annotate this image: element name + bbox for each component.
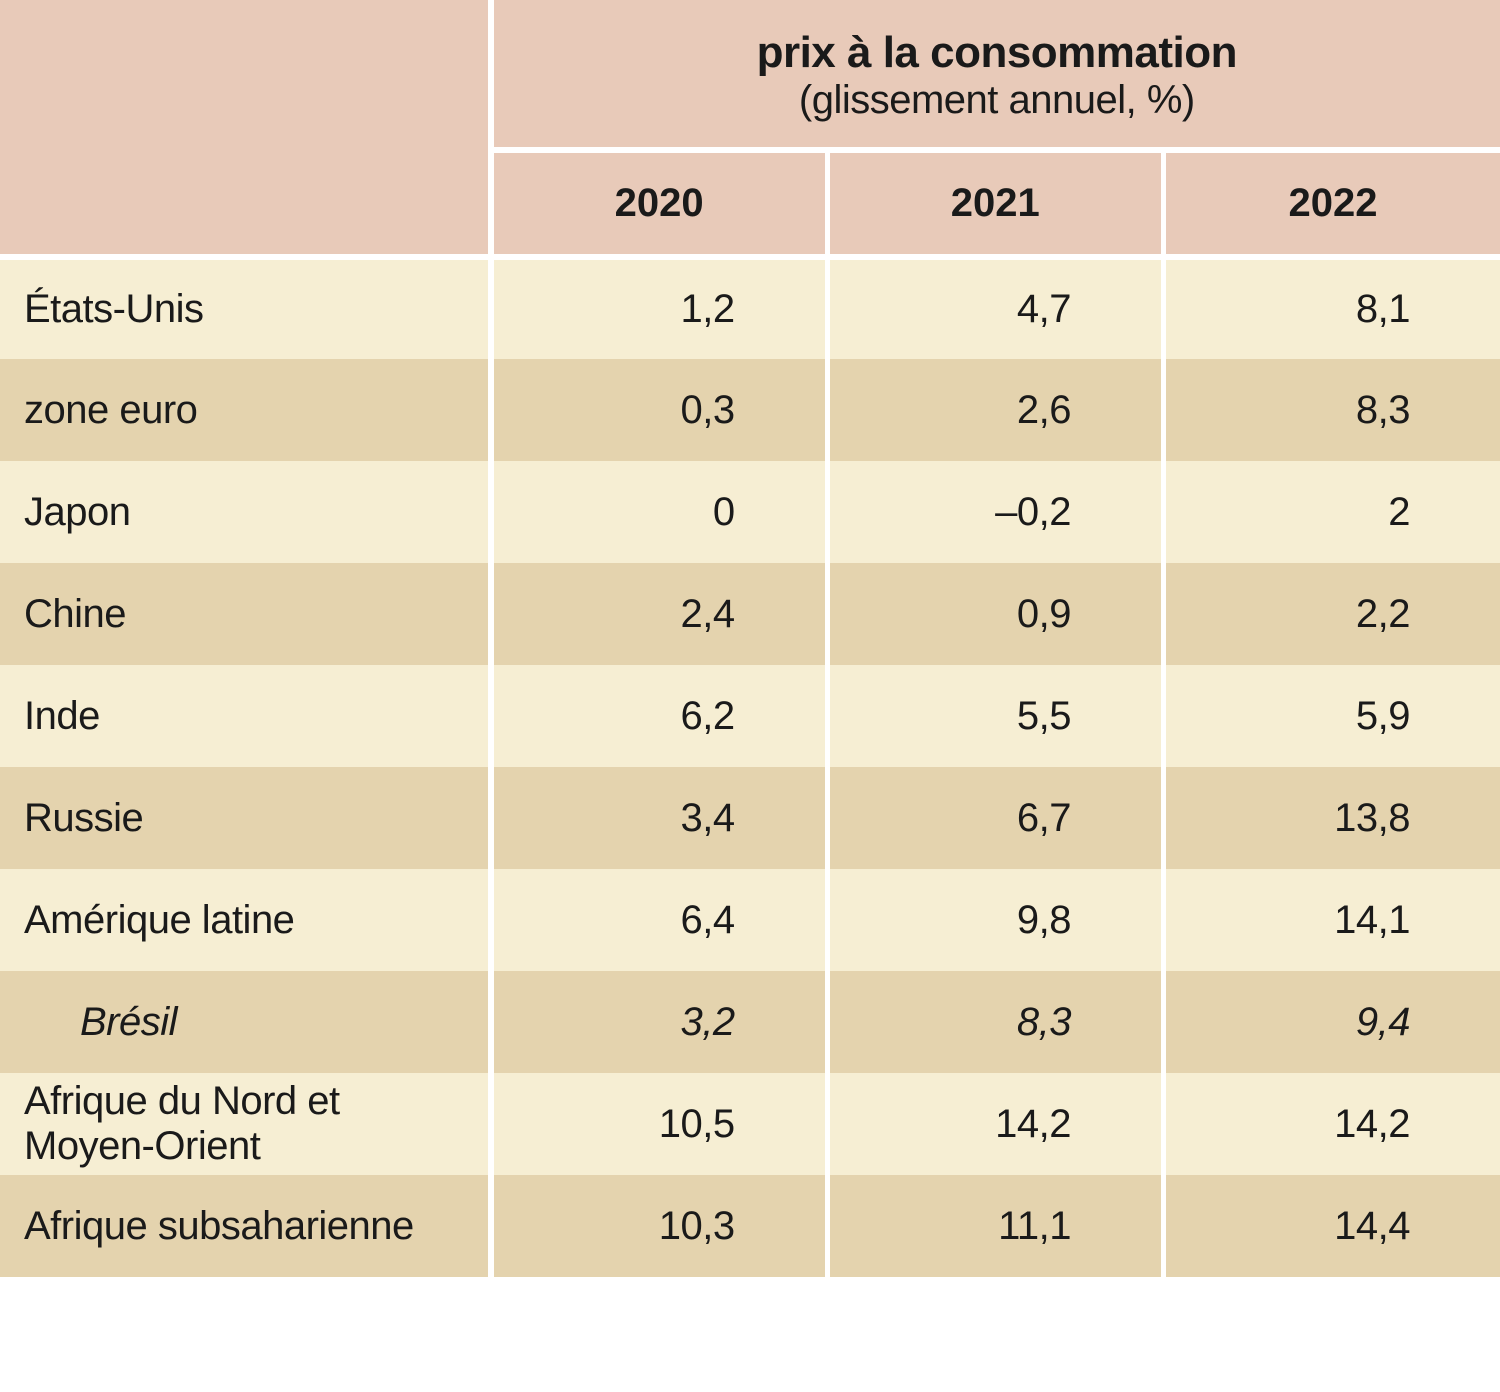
table-title-line1: prix à la consommation — [504, 28, 1490, 78]
row-value: 8,1 — [1164, 257, 1500, 359]
row-label: Inde — [0, 665, 491, 767]
row-value: 3,2 — [491, 971, 827, 1073]
table-title-line2: (glissement annuel, %) — [504, 78, 1490, 123]
row-label: Afrique subsaharienne — [0, 1175, 491, 1277]
row-label: Japon — [0, 461, 491, 563]
row-value: 9,4 — [1164, 971, 1500, 1073]
table-title: prix à la consommation (glissement annue… — [491, 0, 1500, 150]
row-value: 11,1 — [827, 1175, 1163, 1277]
table-row: Afrique subsaharienne 10,3 11,1 14,4 — [0, 1175, 1500, 1277]
row-label: États-Unis — [0, 257, 491, 359]
row-value: –0,2 — [827, 461, 1163, 563]
row-label: Brésil — [0, 971, 491, 1073]
consumer-price-table: prix à la consommation (glissement annue… — [0, 0, 1500, 1277]
row-label: Afrique du Nord et Moyen-Orient — [0, 1073, 491, 1175]
table-row: zone euro 0,3 2,6 8,3 — [0, 359, 1500, 461]
row-value: 8,3 — [1164, 359, 1500, 461]
row-value: 1,2 — [491, 257, 827, 359]
row-label: Chine — [0, 563, 491, 665]
row-value: 2,4 — [491, 563, 827, 665]
table-row: Russie 3,4 6,7 13,8 — [0, 767, 1500, 869]
row-value: 8,3 — [827, 971, 1163, 1073]
col-header-2021: 2021 — [827, 150, 1163, 257]
row-label: zone euro — [0, 359, 491, 461]
row-value: 14,4 — [1164, 1175, 1500, 1277]
row-label: Russie — [0, 767, 491, 869]
row-value: 5,5 — [827, 665, 1163, 767]
row-value: 2,6 — [827, 359, 1163, 461]
row-value: 13,8 — [1164, 767, 1500, 869]
row-value: 3,4 — [491, 767, 827, 869]
table-row: Brésil 3,2 8,3 9,4 — [0, 971, 1500, 1073]
col-header-2020: 2020 — [491, 150, 827, 257]
row-value: 0 — [491, 461, 827, 563]
row-value: 6,7 — [827, 767, 1163, 869]
table-row: Chine 2,4 0,9 2,2 — [0, 563, 1500, 665]
header-corner — [0, 0, 491, 150]
row-value: 4,7 — [827, 257, 1163, 359]
row-value: 5,9 — [1164, 665, 1500, 767]
row-value: 0,9 — [827, 563, 1163, 665]
row-value: 14,2 — [827, 1073, 1163, 1175]
table-body: États-Unis 1,2 4,7 8,1 zone euro 0,3 2,6… — [0, 257, 1500, 1277]
row-value: 6,2 — [491, 665, 827, 767]
table-row: États-Unis 1,2 4,7 8,1 — [0, 257, 1500, 359]
table-row: Amérique latine 6,4 9,8 14,1 — [0, 869, 1500, 971]
row-value: 0,3 — [491, 359, 827, 461]
table-row: Inde 6,2 5,5 5,9 — [0, 665, 1500, 767]
row-value: 2 — [1164, 461, 1500, 563]
row-value: 2,2 — [1164, 563, 1500, 665]
table-row: Afrique du Nord et Moyen-Orient 10,5 14,… — [0, 1073, 1500, 1175]
row-value: 10,5 — [491, 1073, 827, 1175]
row-label: Amérique latine — [0, 869, 491, 971]
row-value: 14,1 — [1164, 869, 1500, 971]
row-value: 14,2 — [1164, 1073, 1500, 1175]
row-value: 10,3 — [491, 1175, 827, 1277]
row-value: 6,4 — [491, 869, 827, 971]
header-corner-lower — [0, 150, 491, 257]
table-row: Japon 0 –0,2 2 — [0, 461, 1500, 563]
row-value: 9,8 — [827, 869, 1163, 971]
col-header-2022: 2022 — [1164, 150, 1500, 257]
